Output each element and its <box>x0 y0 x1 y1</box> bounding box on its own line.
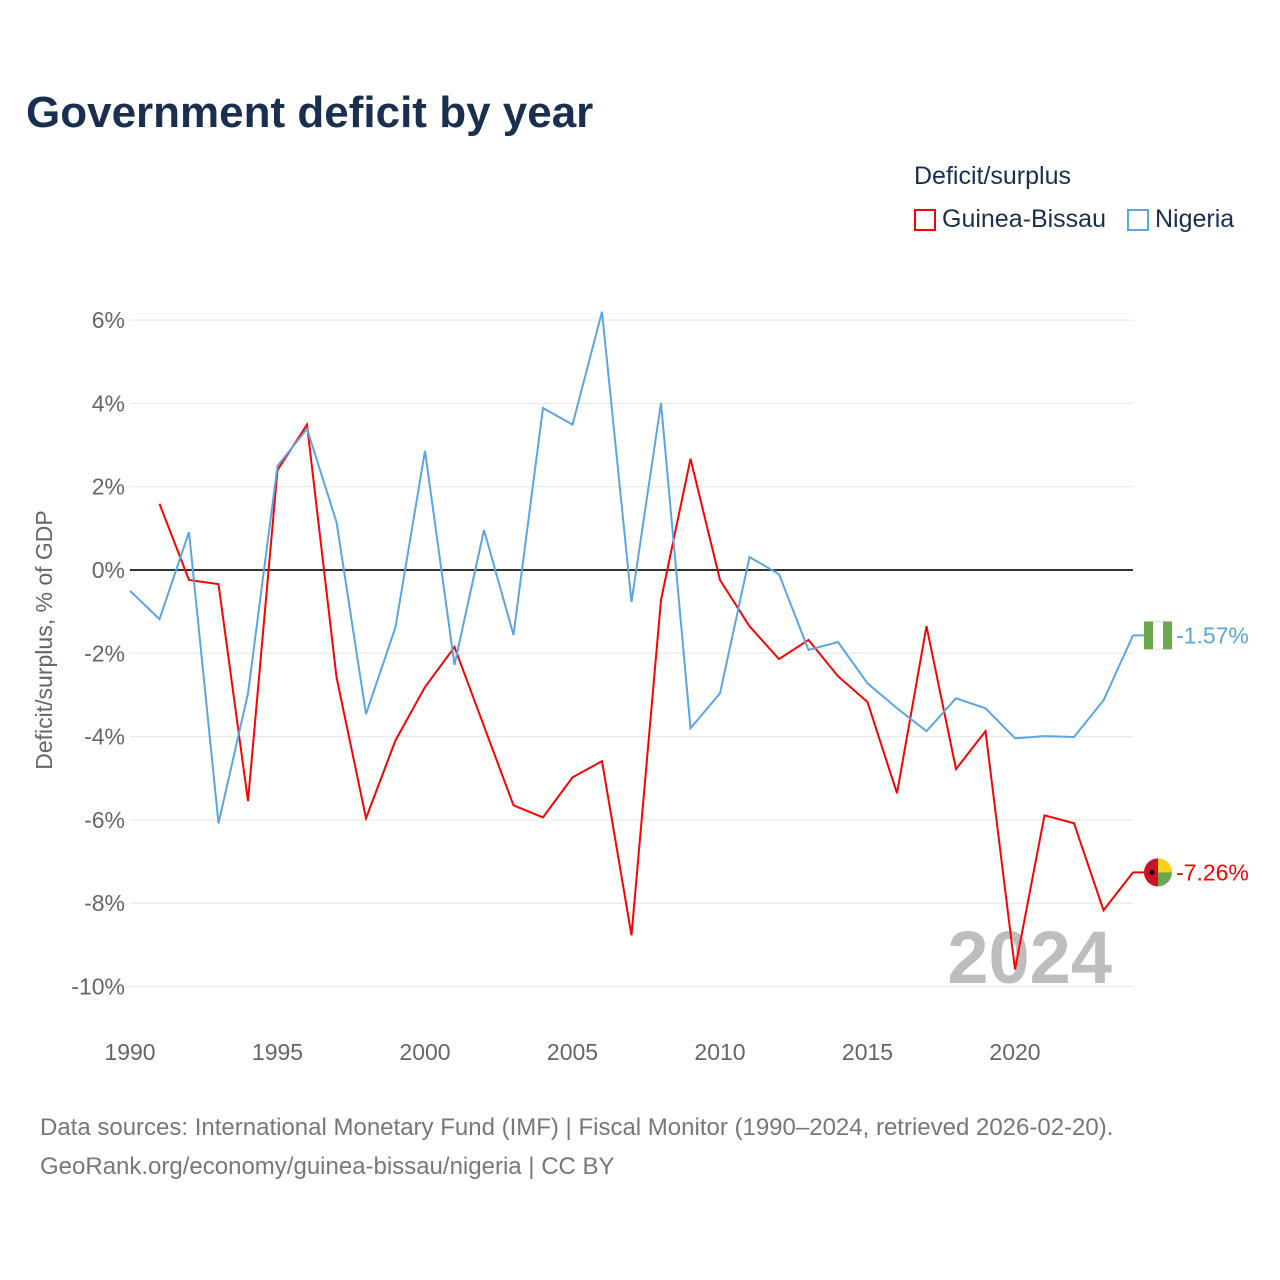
y-tick-label: -2% <box>84 640 125 666</box>
x-tick-label: 2020 <box>989 1039 1040 1065</box>
flag-stripe <box>1163 621 1172 650</box>
flag-part <box>1158 858 1172 873</box>
y-tick-label: -6% <box>84 807 125 833</box>
legend-item-guinea-bissau[interactable]: Guinea-Bissau <box>914 205 1106 234</box>
y-tick-label: -4% <box>84 724 125 750</box>
legend-label: Nigeria <box>1155 205 1235 233</box>
y-tick-label: -8% <box>84 890 125 916</box>
x-tick-label: 1990 <box>104 1039 155 1065</box>
x-tick-label: 1995 <box>252 1039 303 1065</box>
y-tick-label: -10% <box>71 974 125 1000</box>
y-tick-label: 2% <box>92 474 125 500</box>
legend-swatch <box>914 208 936 231</box>
series-line-guinea-bissau <box>158 421 1134 970</box>
x-tick-label: 2005 <box>547 1039 598 1065</box>
source-line-2[interactable]: GeoRank.org/economy/guinea-bissau/nigeri… <box>40 1153 615 1180</box>
legend-title: Deficit/surplus <box>914 162 1071 190</box>
flag-star <box>1149 869 1155 875</box>
legend-swatch <box>1127 208 1149 231</box>
x-tick-label: 2000 <box>399 1039 450 1065</box>
legend-label: Guinea-Bissau <box>942 205 1106 233</box>
x-tick-label: 2015 <box>842 1039 893 1065</box>
source-note: Data sources: International Monetary Fun… <box>40 1108 1113 1186</box>
flag-stripe <box>1144 621 1153 650</box>
end-value-label: -1.57% <box>1176 622 1249 648</box>
y-axis-label: Deficit/surplus, % of GDP <box>31 510 57 769</box>
y-tick-label: 6% <box>92 307 125 333</box>
year-watermark: 2024 <box>947 916 1112 999</box>
source-line-1: Data sources: International Monetary Fun… <box>40 1114 1114 1141</box>
chart-title: Government deficit by year <box>26 88 594 137</box>
x-tick-label: 2010 <box>694 1039 745 1065</box>
end-value-label: -7.26% <box>1176 859 1249 885</box>
legend-item-nigeria[interactable]: Nigeria <box>1127 205 1234 234</box>
y-tick-label: 0% <box>92 557 125 583</box>
series-line-nigeria <box>129 311 1134 824</box>
y-tick-label: 4% <box>92 390 125 416</box>
